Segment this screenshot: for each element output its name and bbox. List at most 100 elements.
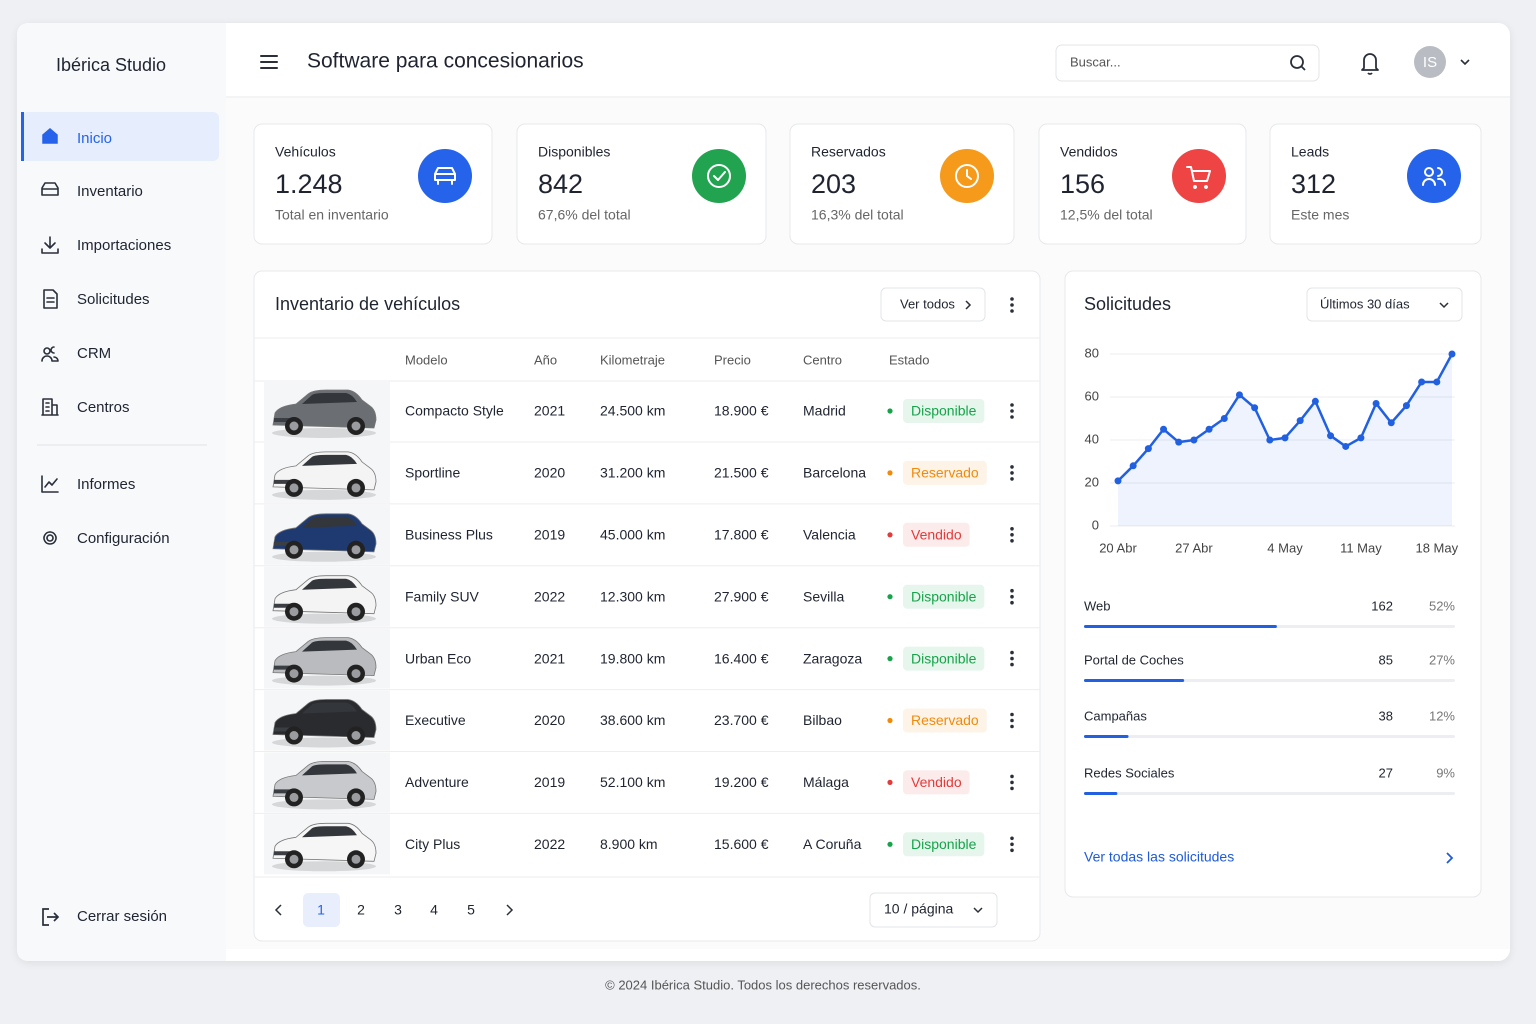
nav-item[interactable]: Solicitudes [77, 291, 150, 308]
status-label: Vendido [911, 527, 962, 543]
search-icon [1290, 55, 1306, 71]
requests-link-chevron[interactable] [1446, 852, 1454, 864]
stat-icon [955, 164, 979, 188]
cell: 2021 [534, 650, 565, 666]
source-value: 38 [1379, 708, 1393, 723]
point [1433, 378, 1441, 386]
stat-note: 12,5% del total [1060, 207, 1153, 223]
car-rim [351, 607, 361, 617]
column-header: Estado [889, 352, 929, 367]
logout-icon [42, 908, 60, 926]
row-menu[interactable] [1010, 465, 1014, 481]
y-tick-label: 60 [1085, 388, 1099, 403]
point [1448, 350, 1456, 358]
stat-label: Vehículos [275, 144, 336, 160]
prev-page[interactable] [274, 904, 282, 916]
page-number[interactable]: 2 [357, 902, 365, 918]
cell: 19.800 km [600, 650, 665, 666]
nav-item[interactable]: Centros [77, 399, 130, 416]
cell: Urban Eco [405, 650, 471, 666]
status-dot [887, 470, 893, 476]
stat-icon-bg [1407, 149, 1461, 203]
row-menu[interactable] [1010, 712, 1014, 729]
page-number[interactable]: 3 [394, 902, 402, 918]
row-menu[interactable] [1010, 403, 1014, 419]
nav-item[interactable]: Inicio [77, 130, 112, 147]
cell: Sevilla [803, 588, 844, 604]
x-tick-label: 4 May [1267, 540, 1303, 555]
search-box[interactable] [1055, 44, 1320, 82]
menu-button[interactable] [260, 55, 278, 69]
requests-link[interactable]: Ver todas las solicitudes [1084, 849, 1234, 865]
point [1175, 438, 1183, 446]
point [1114, 477, 1122, 485]
requests-title: Solicitudes [1084, 294, 1171, 314]
stat-icon-bg [1172, 149, 1226, 203]
cell: Bilbao [803, 712, 842, 728]
per-page-select[interactable] [869, 892, 998, 928]
stat-value: 1.248 [275, 169, 343, 199]
cell: 45.000 km [600, 527, 665, 543]
menu-dot [1010, 527, 1014, 531]
avatar[interactable] [1414, 46, 1446, 78]
row-menu[interactable] [1010, 774, 1014, 791]
menu-dot [1010, 477, 1014, 481]
view-all-button[interactable] [880, 287, 986, 322]
menu-dot [1010, 786, 1014, 791]
row-menu[interactable] [1010, 527, 1014, 543]
point [1235, 391, 1243, 399]
nav-item[interactable]: Inventario [77, 183, 143, 200]
row-menu[interactable] [1010, 836, 1014, 853]
logout[interactable]: Cerrar sesión [77, 908, 167, 925]
source-track [1084, 792, 1455, 795]
period-select[interactable] [1306, 287, 1463, 322]
point [1357, 434, 1365, 442]
per-page-chevron [973, 907, 983, 914]
status-badge [903, 646, 985, 671]
cell: 23.700 € [714, 712, 769, 728]
row-menu[interactable] [1010, 588, 1014, 605]
stat-icon [434, 167, 456, 185]
nav-icon [41, 475, 59, 493]
nav-active-bg [21, 112, 219, 161]
status-dot [887, 408, 893, 414]
inventory-title: Inventario de vehículos [275, 294, 460, 314]
menu-dot [1010, 774, 1014, 779]
stat-icon [707, 164, 731, 188]
nav-item[interactable]: Configuración [77, 530, 170, 547]
source-share: 52% [1429, 598, 1455, 613]
car-rim [351, 731, 361, 740]
menu-dot [1010, 848, 1014, 853]
point [1205, 425, 1213, 433]
car-windows [302, 454, 357, 466]
row-menu[interactable] [1010, 650, 1014, 667]
car-windows [302, 826, 357, 838]
source-share: 12% [1429, 708, 1455, 723]
nav-item[interactable]: CRM [77, 345, 111, 362]
active-page-bg [303, 893, 340, 927]
inventory-menu[interactable] [1010, 297, 1014, 313]
page-number[interactable]: 1 [317, 902, 325, 918]
page-number[interactable]: 5 [467, 902, 475, 918]
nav-item[interactable]: Informes [77, 476, 135, 493]
point [1190, 436, 1198, 444]
notifications[interactable] [1361, 53, 1379, 75]
next-page[interactable] [506, 904, 514, 916]
menu-dot [1010, 650, 1014, 655]
page-number[interactable]: 4 [430, 902, 438, 918]
car-windows [302, 640, 357, 652]
point [1144, 445, 1152, 453]
account-menu[interactable] [1460, 59, 1470, 66]
stat-icon-bg [418, 149, 472, 203]
nav-item[interactable]: Importaciones [77, 237, 171, 254]
menu-dot [1010, 539, 1014, 543]
footer: © 2024 Ibérica Studio. Todos los derecho… [605, 977, 921, 992]
menu-dot [1010, 724, 1014, 729]
status-dot [887, 841, 893, 847]
menu-dot [1010, 471, 1014, 475]
cell: 31.200 km [600, 465, 665, 481]
car-photo [272, 637, 377, 686]
cell: Madrid [803, 403, 846, 419]
stat-label: Leads [1291, 144, 1329, 160]
cell: Málaga [803, 774, 849, 790]
